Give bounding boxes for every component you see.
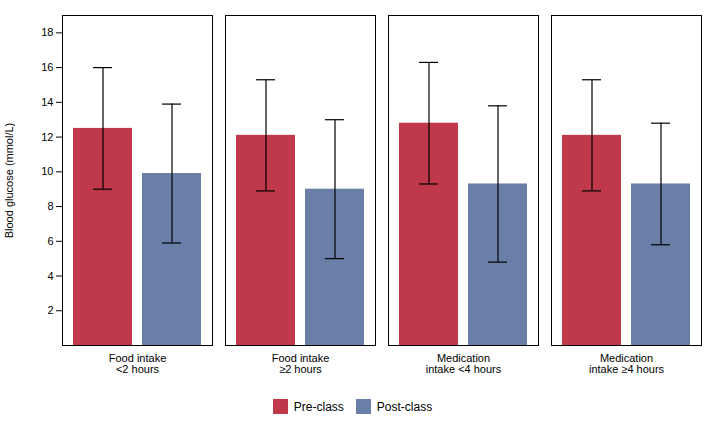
svg-text:10: 10 bbox=[41, 165, 53, 177]
svg-text:Food intake<2 hours: Food intake<2 hours bbox=[109, 352, 166, 375]
svg-text:12: 12 bbox=[41, 131, 53, 143]
svg-text:14: 14 bbox=[41, 96, 53, 108]
html-text:Pre-class: Pre-class bbox=[293, 399, 344, 414]
svg-text:Medicationintake ≥4 hours: Medicationintake ≥4 hours bbox=[589, 352, 665, 375]
svg-text:18: 18 bbox=[41, 26, 53, 38]
svg-text:Blood glucose (mmol/L): Blood glucose (mmol/L) bbox=[3, 123, 15, 239]
svg-text:2: 2 bbox=[47, 304, 53, 316]
svg-text:6: 6 bbox=[47, 235, 53, 247]
html-text:Post-class: Post-class bbox=[376, 399, 433, 414]
svg-text:Medicationintake <4 hours: Medicationintake <4 hours bbox=[426, 352, 502, 375]
svg-text:Food intake≥2 hours: Food intake≥2 hours bbox=[272, 352, 329, 375]
svg-text:8: 8 bbox=[47, 200, 53, 212]
svg-text:16: 16 bbox=[41, 61, 53, 73]
svg-text:4: 4 bbox=[47, 270, 53, 282]
